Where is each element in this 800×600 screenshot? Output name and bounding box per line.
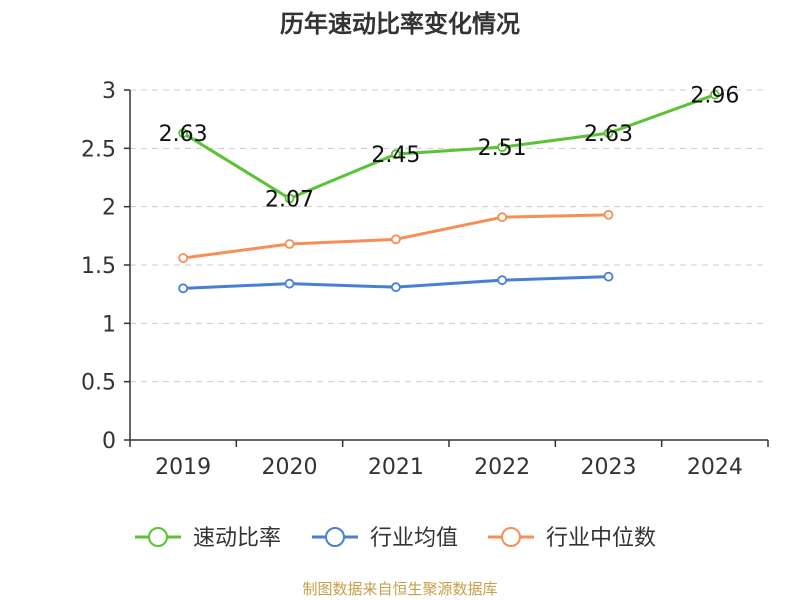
data-point (178, 128, 189, 139)
legend-label: 行业均值 (370, 526, 458, 551)
data-point (497, 142, 508, 153)
data-label: 2.63 (159, 122, 208, 147)
data-point (603, 271, 614, 282)
legend[interactable]: 速动比率 行业均值 行业中位数 (135, 526, 656, 551)
axes: 0 0.5 1 1.5 2 2.5 3 2019 2020 2021 2022 2023 2024 (81, 79, 769, 480)
data-point (603, 128, 614, 139)
data-point (284, 278, 295, 289)
data-point (497, 275, 508, 286)
x-tick-label: 2022 (474, 455, 530, 480)
data-point (390, 282, 401, 293)
data-label: 2.51 (478, 136, 527, 161)
data-label: 2.96 (690, 84, 739, 109)
grid-lines (130, 89, 768, 383)
y-tick-label: 2.5 (81, 137, 116, 162)
data-point (178, 253, 189, 263)
x-tick-label: 2020 (262, 455, 318, 480)
legend-label: 行业中位数 (546, 526, 656, 551)
legend-item[interactable]: 行业均值 (312, 526, 458, 551)
legend-marker (148, 527, 168, 547)
chart-title: 历年速动比率变化情况 (280, 10, 520, 38)
x-tick-label: 2024 (687, 455, 743, 480)
data-labels: 2.63 2.07 2.45 2.51 2.63 2.96 (159, 84, 740, 213)
legend-item[interactable]: 速动比率 (135, 526, 281, 551)
y-tick-label: 2 (102, 196, 116, 221)
data-point (178, 283, 189, 294)
data-point (284, 193, 295, 204)
data-label: 2.07 (265, 188, 314, 213)
y-tick-label: 0.5 (81, 371, 116, 396)
data-label: 2.63 (584, 122, 633, 147)
data-point (284, 239, 295, 249)
data-point (709, 89, 720, 100)
legend-marker (501, 527, 521, 547)
y-tick-label: 0 (102, 429, 116, 454)
series-line (182, 93, 716, 200)
y-tick-label: 1 (102, 312, 116, 337)
series-layer (178, 89, 720, 294)
data-point (390, 234, 401, 245)
legend-label: 速动比率 (193, 526, 281, 551)
data-point (497, 212, 508, 223)
data-point (390, 149, 401, 160)
legend-item[interactable]: 行业中位数 (488, 526, 656, 551)
y-tick-label: 1.5 (81, 254, 116, 279)
data-point (603, 209, 614, 220)
legend-marker (325, 527, 345, 547)
x-tick-label: 2023 (581, 455, 637, 480)
source-note: 制图数据来自恒生聚源数据库 (302, 580, 497, 598)
x-tick-label: 2021 (368, 455, 424, 480)
data-label: 2.45 (371, 143, 420, 168)
y-tick-label: 3 (102, 79, 116, 104)
x-tick-label: 2019 (155, 455, 211, 480)
